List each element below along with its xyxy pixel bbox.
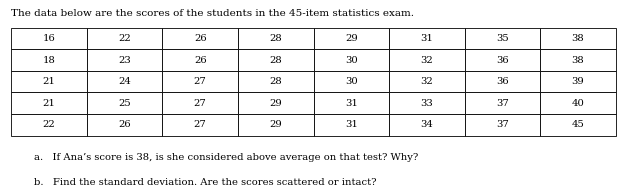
Text: 35: 35 (496, 34, 508, 43)
Text: 29: 29 (270, 99, 282, 108)
Text: 26: 26 (194, 34, 206, 43)
Text: 27: 27 (194, 77, 206, 86)
Text: 36: 36 (496, 56, 508, 65)
Bar (540, 92, 616, 114)
Text: 32: 32 (421, 77, 433, 86)
Text: 23: 23 (119, 56, 131, 65)
Text: 36: 36 (496, 77, 508, 86)
Text: 28: 28 (270, 34, 282, 43)
Text: 25: 25 (119, 99, 131, 108)
Bar (389, 49, 465, 71)
Text: 38: 38 (572, 56, 584, 65)
Text: 21: 21 (43, 77, 56, 86)
Text: 28: 28 (270, 56, 282, 65)
Text: 40: 40 (571, 99, 584, 108)
Bar (540, 114, 616, 136)
Text: 29: 29 (345, 34, 357, 43)
Bar (238, 114, 314, 136)
Text: 45: 45 (571, 120, 584, 129)
Text: 24: 24 (118, 77, 131, 86)
Bar (238, 28, 314, 49)
Bar (465, 49, 540, 71)
Text: 16: 16 (43, 34, 55, 43)
Bar (314, 114, 389, 136)
Bar (314, 28, 389, 49)
Bar (540, 28, 616, 49)
Text: b.   Find the standard deviation. Are the scores scattered or intact?: b. Find the standard deviation. Are the … (34, 178, 377, 187)
Bar (11, 49, 87, 71)
Bar (314, 92, 389, 114)
Bar (238, 92, 314, 114)
Text: 30: 30 (345, 77, 357, 86)
Text: 32: 32 (421, 56, 433, 65)
Bar (540, 49, 616, 71)
Bar (465, 28, 540, 49)
Text: 18: 18 (43, 56, 56, 65)
Text: a.   If Ana’s score is 38, is she considered above average on that test? Why?: a. If Ana’s score is 38, is she consider… (34, 153, 419, 162)
Text: 39: 39 (572, 77, 584, 86)
Text: 22: 22 (119, 34, 131, 43)
Bar (11, 114, 87, 136)
Bar (87, 28, 162, 49)
Bar (11, 92, 87, 114)
Bar (11, 71, 87, 92)
Text: 33: 33 (421, 99, 433, 108)
Text: The data below are the scores of the students in the 45-item statistics exam.: The data below are the scores of the stu… (11, 9, 414, 18)
Text: 31: 31 (420, 34, 433, 43)
Text: 38: 38 (572, 34, 584, 43)
Bar (87, 71, 162, 92)
Bar (162, 71, 238, 92)
Bar (389, 28, 465, 49)
Text: 26: 26 (119, 120, 131, 129)
Bar (87, 49, 162, 71)
Bar (162, 114, 238, 136)
Bar (162, 92, 238, 114)
Text: 22: 22 (43, 120, 55, 129)
Bar (389, 71, 465, 92)
Bar (465, 92, 540, 114)
Bar (87, 114, 162, 136)
Text: 30: 30 (345, 56, 357, 65)
Bar (162, 49, 238, 71)
Bar (465, 114, 540, 136)
Text: 37: 37 (496, 99, 508, 108)
Text: 37: 37 (496, 120, 508, 129)
Bar (314, 71, 389, 92)
Text: 27: 27 (194, 99, 206, 108)
Bar (314, 49, 389, 71)
Bar (465, 71, 540, 92)
Text: 28: 28 (270, 77, 282, 86)
Bar (540, 71, 616, 92)
Bar (11, 28, 87, 49)
Text: 31: 31 (345, 99, 358, 108)
Bar (238, 71, 314, 92)
Bar (389, 114, 465, 136)
Text: 27: 27 (194, 120, 206, 129)
Bar (87, 92, 162, 114)
Text: 26: 26 (194, 56, 206, 65)
Text: 31: 31 (345, 120, 358, 129)
Text: 21: 21 (43, 99, 56, 108)
Bar (162, 28, 238, 49)
Bar (389, 92, 465, 114)
Text: 34: 34 (420, 120, 433, 129)
Text: 29: 29 (270, 120, 282, 129)
Bar (238, 49, 314, 71)
